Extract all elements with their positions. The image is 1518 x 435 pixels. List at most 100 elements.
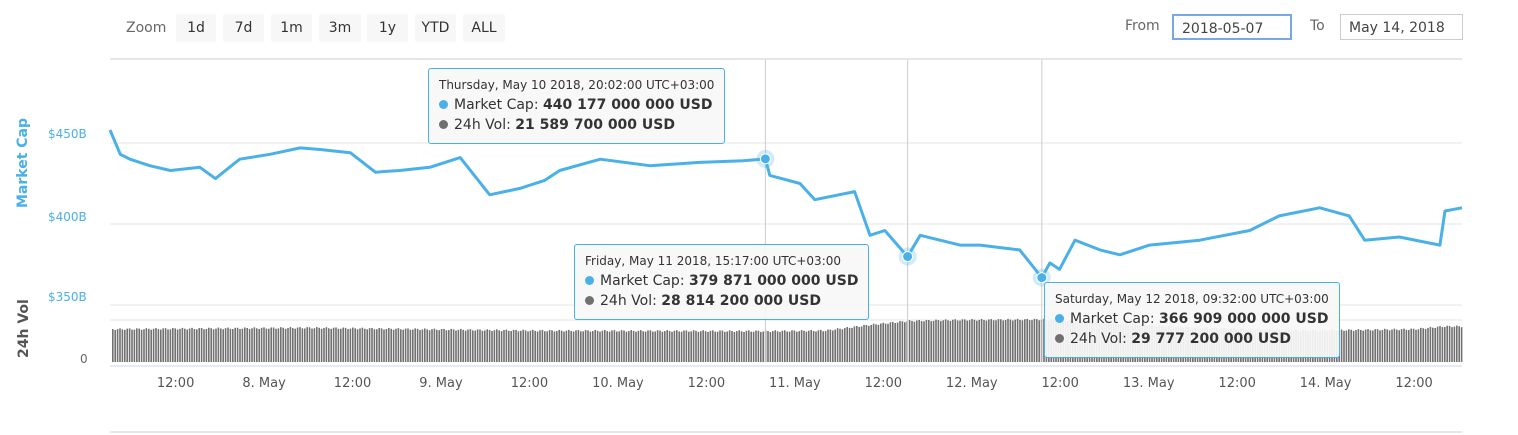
volume-bar (1350, 329, 1352, 362)
volume-bar (496, 329, 498, 362)
volume-bar (548, 330, 551, 362)
x-tick-label: 14. May (1299, 376, 1352, 391)
volume-bar (140, 329, 143, 362)
volume-bar (1367, 329, 1369, 362)
volume-bar (803, 330, 805, 362)
volume-bar (556, 331, 558, 362)
volume-bar (769, 332, 772, 362)
volume-bar (740, 331, 743, 362)
volume-bar (997, 319, 1000, 362)
x-tick-label: 12:00 (864, 376, 903, 391)
volume-bar (563, 331, 565, 362)
volume-bar (500, 331, 503, 362)
volume-bar (1391, 329, 1393, 362)
volume-bar (289, 327, 292, 362)
volume-bar (647, 330, 649, 362)
volume-dot-icon (439, 120, 448, 129)
volume-bar (928, 319, 930, 362)
zoom-1d-button[interactable]: 1d (176, 14, 216, 42)
volume-bar (889, 322, 892, 362)
volume-bar (1345, 330, 1348, 362)
tooltip-cap-value: 440 177 000 000 USD (543, 97, 713, 113)
volume-bar (296, 327, 299, 362)
volume-bar (815, 331, 817, 362)
volume-bar (1434, 328, 1436, 362)
volume-bar (409, 329, 412, 362)
volume-bar (733, 331, 736, 362)
volume-bar (584, 330, 587, 362)
tooltip-vol-value: 29 777 200 000 USD (1131, 331, 1291, 347)
volume-bar (378, 327, 380, 362)
volume-bar (628, 331, 630, 362)
zoom-3m-button[interactable]: 3m (319, 14, 361, 42)
volume-bar (1386, 329, 1388, 362)
volume-bar (635, 331, 637, 362)
volume-bar (582, 331, 584, 362)
volume-bar (270, 327, 272, 362)
volume-bar (589, 331, 592, 362)
zoom-all-button[interactable]: ALL (463, 14, 505, 42)
volume-bar (683, 330, 685, 362)
volume-bar (138, 328, 140, 362)
volume-bar (709, 330, 712, 362)
volume-bar (671, 331, 673, 362)
volume-bar (328, 328, 330, 362)
volume-bar (352, 327, 354, 362)
volume-bar (616, 331, 618, 362)
volume-bar (491, 331, 493, 362)
volume-bar (661, 331, 664, 362)
volume-bar (150, 329, 152, 362)
volume-bar (1026, 318, 1028, 362)
volume-bar (260, 327, 263, 362)
volume-bar (390, 328, 392, 362)
zoom-ytd-button[interactable]: YTD (415, 14, 456, 42)
volume-bar (539, 330, 541, 362)
volume-bar (980, 318, 983, 362)
volume-bar (719, 330, 721, 362)
volume-bar (596, 330, 599, 362)
volume-bar (412, 329, 414, 362)
volume-bar (524, 330, 527, 362)
volume-bar (1000, 319, 1002, 362)
volume-bar (368, 328, 371, 362)
volume-bar (632, 330, 635, 362)
volume-bar (872, 323, 875, 362)
market-cap-line (108, 129, 1463, 280)
from-date-input[interactable]: 2018-05-07 (1172, 14, 1292, 40)
volume-bar (714, 331, 716, 362)
volume-bar (131, 329, 133, 362)
volume-bar (637, 330, 640, 362)
volume-bar (474, 330, 476, 362)
market-cap-dot-icon (585, 276, 594, 285)
volume-bar (1410, 328, 1412, 362)
zoom-1y-button[interactable]: 1y (367, 14, 408, 42)
volume-bar (143, 329, 145, 362)
volume-bar (896, 322, 899, 362)
volume-bar (342, 327, 344, 362)
volume-bar (870, 324, 872, 362)
zoom-1m-button[interactable]: 1m (271, 14, 312, 42)
volume-bar (664, 331, 666, 362)
volume-bar (1420, 327, 1422, 362)
volume-bar (335, 327, 337, 362)
to-label: To (1310, 18, 1325, 34)
volume-bar (760, 331, 762, 362)
volume-bar (868, 325, 870, 362)
volume-bar (364, 328, 366, 362)
volume-bar (248, 329, 251, 362)
volume-bar (529, 330, 532, 362)
volume-bar (541, 329, 544, 362)
to-date-input[interactable]: May 14, 2018 (1340, 14, 1463, 40)
volume-bar (812, 331, 815, 362)
volume-bar (488, 329, 491, 362)
volume-bar (1376, 329, 1379, 362)
zoom-label: Zoom (126, 20, 167, 36)
volume-bar (191, 327, 193, 362)
volume-bar (354, 328, 356, 362)
volume-bar (572, 331, 575, 362)
zoom-7d-button[interactable]: 7d (223, 14, 264, 42)
volume-bar (443, 328, 445, 362)
volume-bar (827, 329, 829, 362)
volume-bar (743, 331, 745, 362)
